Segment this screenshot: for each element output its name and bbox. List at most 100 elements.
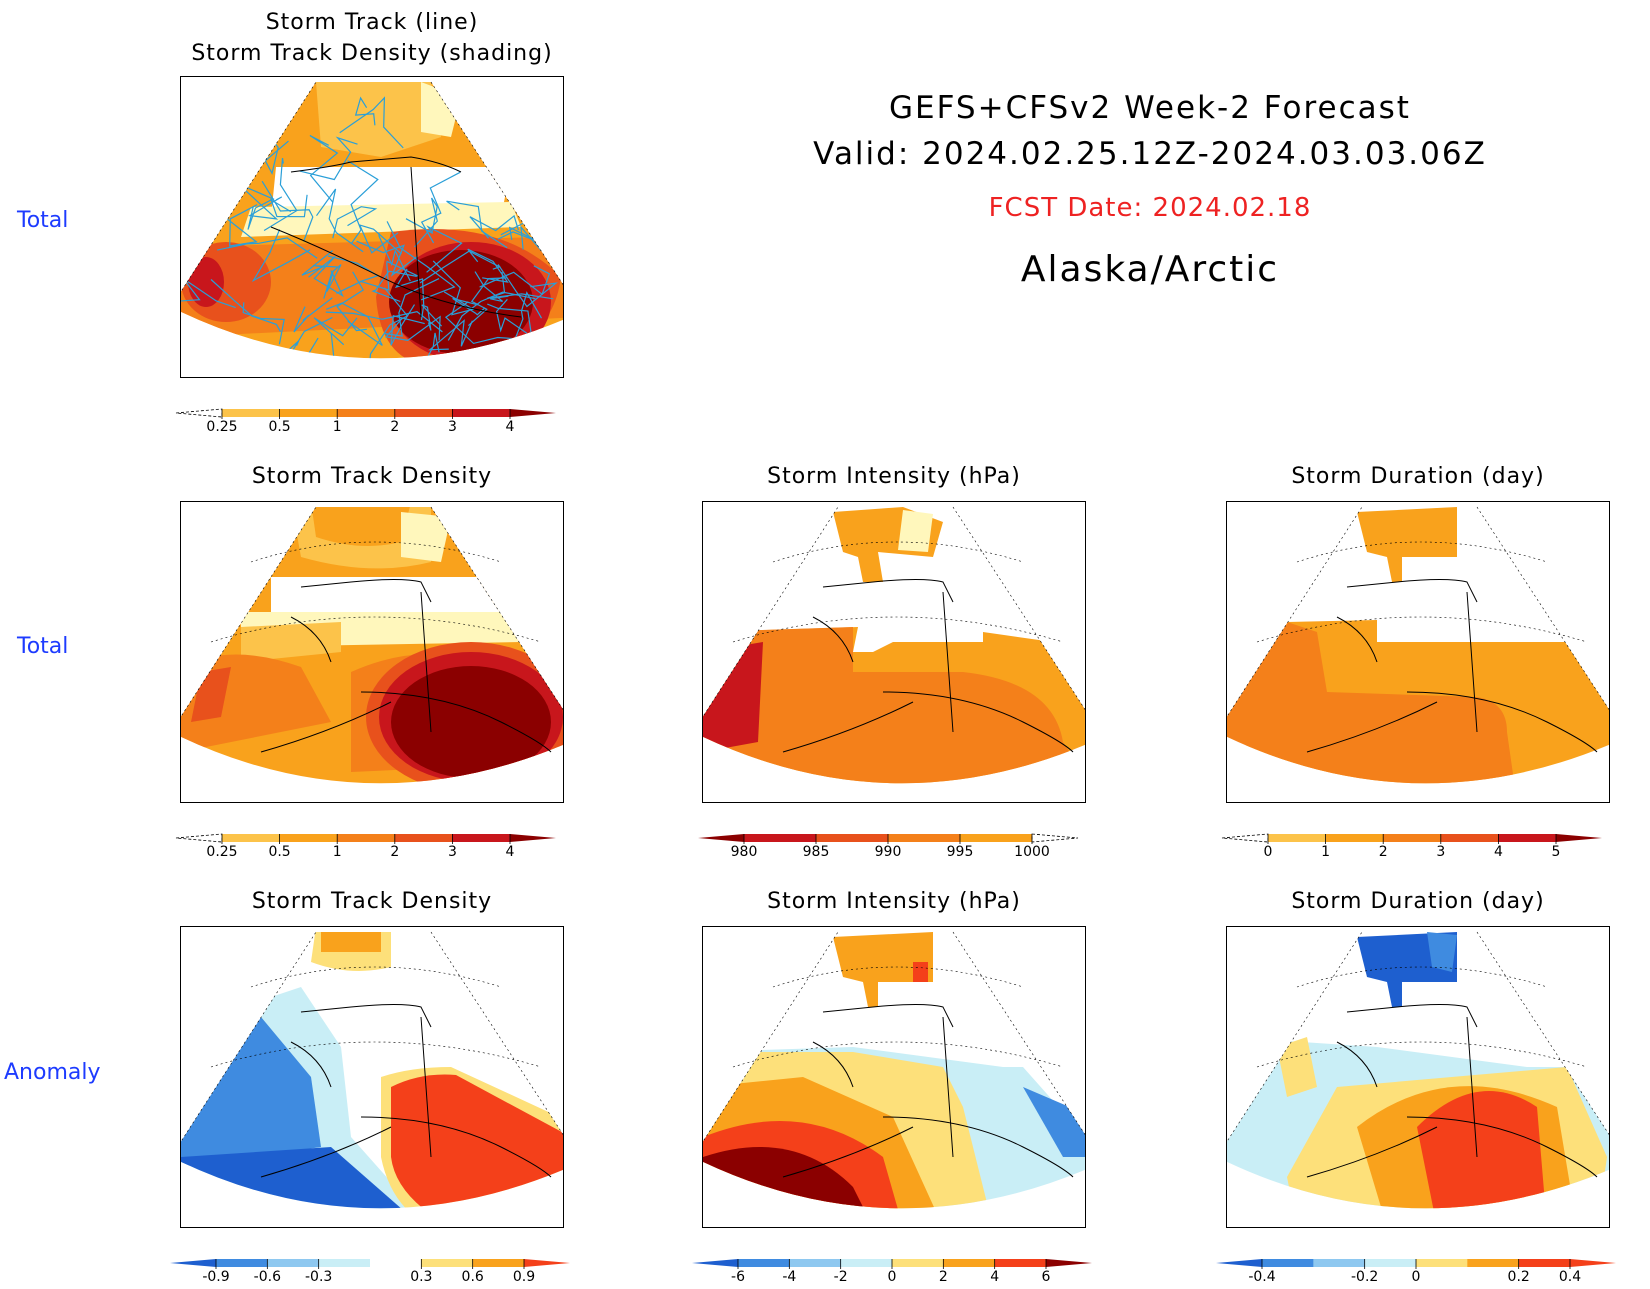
storm-track-line xyxy=(217,237,318,259)
colorbar-lower-triangle xyxy=(698,834,744,842)
colorbar-density-anomaly: -0.9 -0.6 -0.3 0.3 0.6 0.9 xyxy=(170,1255,570,1289)
storm-track-line xyxy=(181,136,227,161)
density-north-patch xyxy=(316,82,441,157)
colorbar-segment xyxy=(337,834,396,842)
map-duration-total xyxy=(1226,501,1610,803)
storm-track-line xyxy=(428,319,473,351)
colorbar-label: 0 xyxy=(1264,844,1273,860)
colorbar-upper-triangle xyxy=(510,834,556,842)
colorbar-label: 1 xyxy=(333,844,342,860)
storm-track-line xyxy=(421,304,443,331)
colorbar-segment xyxy=(1498,834,1557,842)
storm-track-line xyxy=(339,96,404,149)
colorbar-label: 0.3 xyxy=(410,1269,432,1285)
storm-track-line xyxy=(210,279,282,332)
colorbar-label: 3 xyxy=(448,419,457,435)
colorbar-label: 3 xyxy=(448,844,457,860)
colorbar-label: -0.9 xyxy=(202,1269,229,1285)
colorbar-label: 980 xyxy=(731,844,758,860)
row-label-top: Total xyxy=(17,208,69,233)
colorbar-label: -0.3 xyxy=(305,1269,332,1285)
intensity-anom-title: Storm Intensity (hPa) xyxy=(767,889,1021,914)
colorbar-label: 2 xyxy=(390,844,399,860)
colorbar-label: 6 xyxy=(1042,1269,1051,1285)
colorbar-label: -4 xyxy=(782,1269,796,1285)
colorbar-label: 0.5 xyxy=(268,844,290,860)
colorbar-segment xyxy=(222,834,281,842)
coastline xyxy=(782,579,1074,753)
storm-track-line xyxy=(239,183,275,230)
colorbar-segment xyxy=(1416,1259,1468,1267)
colorbar-label: 985 xyxy=(803,844,830,860)
colorbar-density-total: 0.25 0.5 1 2 3 4 xyxy=(175,830,556,864)
colorbar-upper-triangle xyxy=(524,1259,570,1267)
colorbar-upper-triangle xyxy=(1046,1259,1092,1267)
colorbar-duration-anomaly: -0.4 -0.2 0 0.2 0.4 xyxy=(1216,1255,1616,1289)
duration-total-title: Storm Duration (day) xyxy=(1291,464,1545,489)
colorbar-label: 4 xyxy=(1494,844,1503,860)
storm-track-line xyxy=(432,260,475,316)
map-storm-track xyxy=(180,76,564,378)
colorbar-label: 4 xyxy=(506,844,515,860)
map-intensity-total xyxy=(702,501,1086,803)
coastline xyxy=(1306,579,1598,753)
colorbar-label: -6 xyxy=(731,1269,745,1285)
storm-track-line xyxy=(474,271,509,302)
storm-track-line xyxy=(468,277,507,327)
colorbar-segment xyxy=(394,834,453,842)
storm-track-line xyxy=(384,278,440,337)
storm-track-line xyxy=(261,180,314,242)
storm-track-line xyxy=(245,190,283,220)
colorbar-label: 5 xyxy=(1552,844,1561,860)
colorbar-segment xyxy=(960,834,1033,842)
colorbar-segment xyxy=(744,834,817,842)
storm-track-line xyxy=(308,255,344,298)
intensity-total-title: Storm Intensity (hPa) xyxy=(767,464,1021,489)
storm-track-line xyxy=(446,200,508,249)
colorbar-label: 995 xyxy=(947,844,974,860)
colorbar-segment xyxy=(840,1259,893,1267)
colorbar-lower-triangle xyxy=(1221,833,1269,843)
top-panel-title-line1: Storm Track (line) xyxy=(265,10,479,35)
storm-track-line xyxy=(495,298,528,334)
colorbar-label: 2 xyxy=(390,419,399,435)
storm-track-line xyxy=(325,311,443,333)
colorbar-label: -0.6 xyxy=(254,1269,281,1285)
storm-track-line xyxy=(347,160,379,245)
colorbar-segment xyxy=(888,834,961,842)
storm-track-line xyxy=(469,214,519,239)
region-label: Alaska/Arctic xyxy=(1020,249,1280,290)
storm-track-line xyxy=(358,224,402,255)
map-density-total xyxy=(180,501,564,803)
storm-track-line xyxy=(332,206,378,239)
storm-track-line xyxy=(323,264,342,299)
colorbar-segment xyxy=(943,1259,996,1267)
colorbar-label: 2 xyxy=(1379,844,1388,860)
coastline xyxy=(260,579,552,753)
storm-track-line xyxy=(447,291,536,341)
colorbar-lower-triangle xyxy=(170,1259,216,1267)
colorbar-label: 1000 xyxy=(1014,844,1050,860)
colorbar-segment xyxy=(279,409,338,417)
storm-track-line xyxy=(419,250,502,284)
colorbar-segment xyxy=(1467,1259,1520,1267)
colorbar-segment xyxy=(1313,1259,1366,1267)
forecast-title: GEFS+CFSv2 Week-2 Forecast xyxy=(889,90,1411,126)
storm-track-line xyxy=(367,287,409,359)
duration-anom-title: Storm Duration (day) xyxy=(1291,889,1545,914)
colorbar-label: -0.2 xyxy=(1351,1269,1378,1285)
colorbar-label: 4 xyxy=(506,419,515,435)
colorbar-lower-triangle xyxy=(175,408,223,418)
colorbar-segment xyxy=(1268,834,1327,842)
colorbar-label: 4 xyxy=(990,1269,999,1285)
colorbar-segment xyxy=(1518,1259,1571,1267)
colorbar-segment xyxy=(1262,1259,1314,1267)
colorbar-lower-triangle xyxy=(1216,1259,1262,1267)
colorbar-segment xyxy=(337,409,396,417)
colorbar-label: 0 xyxy=(1412,1269,1421,1285)
colorbar-lower-triangle xyxy=(692,1259,738,1267)
colorbar-label: 3 xyxy=(1436,844,1445,860)
colorbar-label: 0.4 xyxy=(1559,1269,1581,1285)
colorbar-upper-triangle xyxy=(510,409,556,417)
colorbar-segment xyxy=(472,1259,525,1267)
